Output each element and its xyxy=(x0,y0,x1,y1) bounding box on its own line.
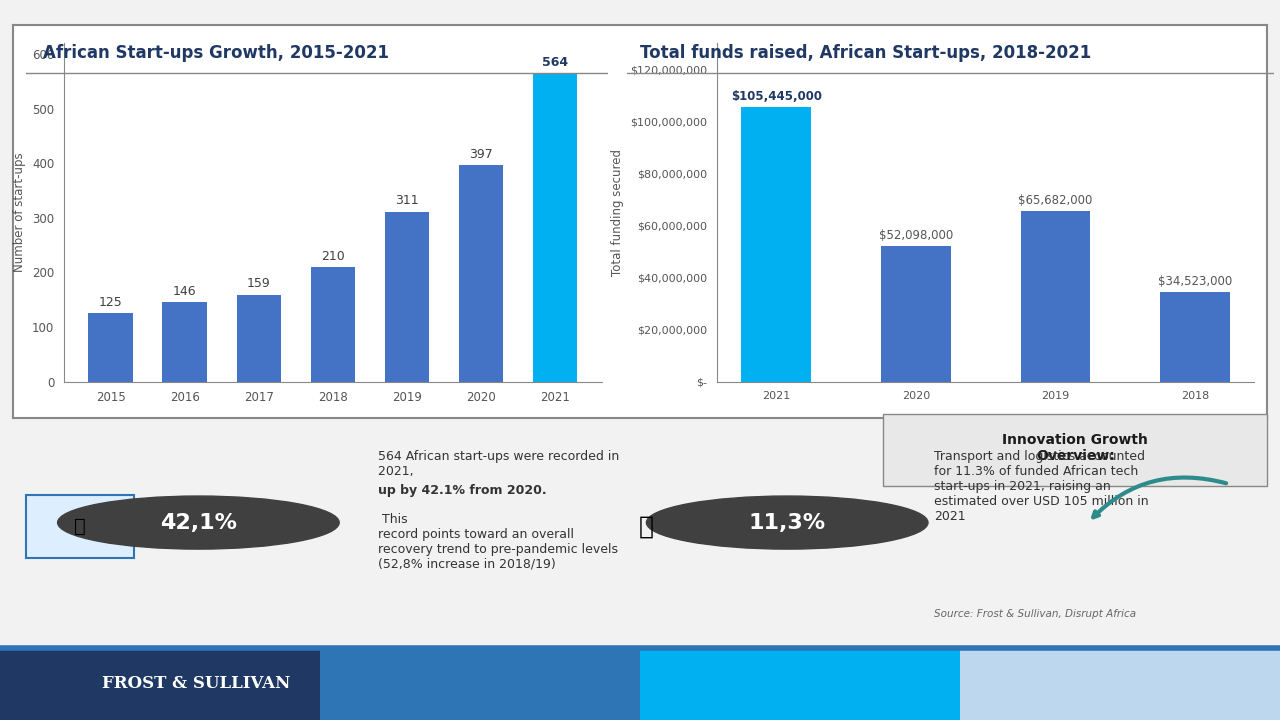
Text: Total funds raised, African Start-ups, 2018-2021: Total funds raised, African Start-ups, 2… xyxy=(640,44,1092,62)
Text: 11,3%: 11,3% xyxy=(749,513,826,533)
Text: Source: Frost & Sullivan, Disrupt Africa: Source: Frost & Sullivan, Disrupt Africa xyxy=(934,609,1137,619)
Text: $52,098,000: $52,098,000 xyxy=(878,229,952,242)
Text: 210: 210 xyxy=(321,250,344,263)
Text: 397: 397 xyxy=(468,148,493,161)
Bar xyxy=(458,165,503,382)
Text: Innovation Growth
Overview:: Innovation Growth Overview: xyxy=(1002,433,1148,463)
FancyBboxPatch shape xyxy=(0,648,320,720)
Y-axis label: Number of start-ups: Number of start-ups xyxy=(14,153,27,272)
Text: $34,523,000: $34,523,000 xyxy=(1158,275,1233,288)
Y-axis label: Total funding secured: Total funding secured xyxy=(612,149,625,276)
FancyBboxPatch shape xyxy=(960,648,1280,720)
Text: 564 African start-ups were recorded in
2021,: 564 African start-ups were recorded in 2… xyxy=(378,450,618,478)
FancyBboxPatch shape xyxy=(640,648,960,720)
Text: 564: 564 xyxy=(541,56,568,69)
Bar xyxy=(88,313,133,382)
FancyBboxPatch shape xyxy=(320,648,640,720)
Bar xyxy=(163,302,207,382)
Text: 146: 146 xyxy=(173,284,197,297)
Text: FROST & SULLIVAN: FROST & SULLIVAN xyxy=(102,675,291,693)
Text: Transport and logistics accounted
for 11.3% of funded African tech
start-ups in : Transport and logistics accounted for 11… xyxy=(934,450,1149,523)
Text: $105,445,000: $105,445,000 xyxy=(731,90,822,103)
Bar xyxy=(741,107,812,382)
Text: 42,1%: 42,1% xyxy=(160,513,237,533)
Text: 🚗: 🚗 xyxy=(639,514,654,538)
Text: up by 42.1% from 2020.: up by 42.1% from 2020. xyxy=(378,484,547,497)
FancyBboxPatch shape xyxy=(26,495,134,557)
Bar xyxy=(311,267,355,382)
Bar xyxy=(1020,211,1091,382)
Bar xyxy=(881,246,951,382)
Text: 311: 311 xyxy=(396,194,419,207)
Text: $65,682,000: $65,682,000 xyxy=(1018,194,1093,207)
Text: 159: 159 xyxy=(247,277,270,290)
Bar xyxy=(532,73,577,382)
FancyBboxPatch shape xyxy=(883,414,1267,487)
Text: This
record points toward an overall
recovery trend to pre-pandemic levels
(52,8: This record points toward an overall rec… xyxy=(378,513,617,571)
Bar xyxy=(1160,292,1230,382)
Text: 📊: 📊 xyxy=(74,517,86,536)
Text: African Start-ups Growth, 2015-2021: African Start-ups Growth, 2015-2021 xyxy=(44,44,389,62)
Circle shape xyxy=(646,496,928,549)
Bar xyxy=(384,212,429,382)
Text: 125: 125 xyxy=(99,296,123,309)
Circle shape xyxy=(58,496,339,549)
Bar xyxy=(237,294,282,382)
